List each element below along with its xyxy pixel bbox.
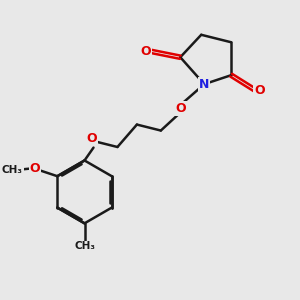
Text: N: N <box>199 78 209 91</box>
Text: O: O <box>254 84 265 97</box>
Text: CH₃: CH₃ <box>74 242 95 251</box>
Text: O: O <box>141 45 151 58</box>
Text: O: O <box>87 131 97 145</box>
Text: O: O <box>30 162 40 175</box>
Text: CH₃: CH₃ <box>2 165 23 175</box>
Text: O: O <box>175 102 186 115</box>
